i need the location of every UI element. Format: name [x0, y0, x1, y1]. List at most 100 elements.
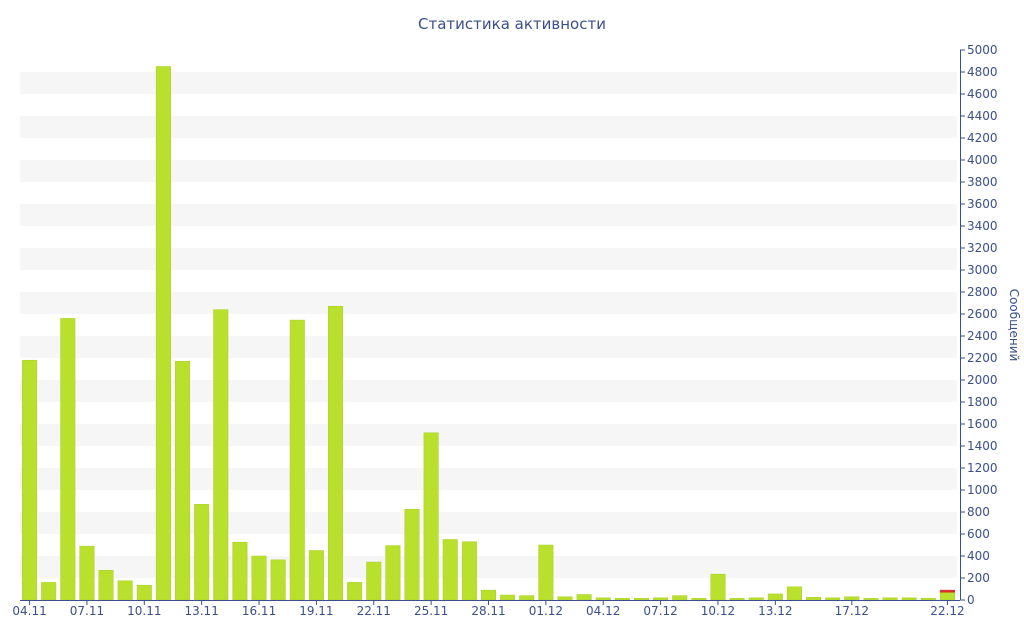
grid-band	[20, 72, 957, 94]
bar	[939, 589, 955, 593]
bar	[41, 582, 57, 601]
bar	[328, 306, 344, 601]
y-tick-label: 1400	[967, 439, 998, 453]
x-tick-label: 17.12	[835, 604, 869, 618]
bar	[901, 597, 917, 601]
bar	[595, 597, 611, 601]
grid-band	[20, 248, 957, 270]
y-tick-label: 3400	[967, 219, 998, 233]
bar	[806, 597, 822, 601]
bar	[423, 432, 439, 601]
y-tick-label: 2200	[967, 351, 998, 365]
bar	[500, 594, 516, 601]
bar	[155, 66, 171, 601]
bar	[863, 598, 879, 601]
bar	[442, 539, 458, 601]
grid-band	[20, 292, 957, 314]
grid-band	[20, 468, 957, 490]
grid-band	[20, 512, 957, 534]
bar	[920, 598, 936, 601]
y-tick-label: 1600	[967, 417, 998, 431]
y-tick-label: 3000	[967, 263, 998, 277]
bar	[194, 504, 210, 601]
bar	[710, 573, 726, 601]
chart-title: Статистика активности	[418, 15, 606, 33]
bar	[22, 359, 38, 601]
bar	[672, 595, 688, 601]
y-tick-label: 3600	[967, 197, 998, 211]
x-tick-label: 07.11	[70, 604, 104, 618]
bar	[117, 580, 133, 601]
bar	[308, 550, 324, 601]
grid-band	[20, 424, 957, 446]
y-tick-label: 4800	[967, 65, 998, 79]
x-tick-label: 04.12	[586, 604, 620, 618]
bar	[232, 542, 248, 601]
bar	[136, 584, 152, 601]
bar	[79, 545, 95, 601]
bar	[213, 309, 229, 601]
bar	[519, 595, 535, 601]
x-tick-label: 28.11	[471, 604, 505, 618]
y-tick-label: 3800	[967, 175, 998, 189]
bar	[729, 598, 745, 601]
x-tick-label: 10.11	[127, 604, 161, 618]
x-tick-label: 19.11	[299, 604, 333, 618]
y-tick-label: 4400	[967, 109, 998, 123]
grid-band	[20, 160, 957, 182]
y-tick-label: 200	[967, 571, 990, 585]
bar	[825, 597, 841, 601]
grid-band	[20, 336, 957, 358]
y-tick-label: 5000	[967, 43, 998, 57]
y-tick-label: 2800	[967, 285, 998, 299]
y-tick-label: 4600	[967, 87, 998, 101]
bar	[633, 598, 649, 601]
y-tick-label: 1200	[967, 461, 998, 475]
y-tick-label: 3200	[967, 241, 998, 255]
bar	[882, 597, 898, 601]
bar	[366, 561, 382, 601]
x-tick-label: 10.12	[701, 604, 735, 618]
bar	[98, 570, 114, 601]
y-tick-label: 0	[967, 593, 975, 607]
bar	[404, 509, 420, 601]
y-tick-label: 1000	[967, 483, 998, 497]
bar	[289, 319, 305, 601]
bar	[175, 361, 191, 601]
bar	[557, 596, 573, 601]
bar	[481, 589, 496, 601]
bar	[653, 597, 669, 601]
x-tick-label: 01.12	[529, 604, 563, 618]
y-tick-label: 800	[967, 505, 990, 519]
bar	[939, 592, 955, 601]
grid-band	[20, 204, 957, 226]
y-tick-label: 1800	[967, 395, 998, 409]
y-tick-label: 400	[967, 549, 990, 563]
bar	[461, 541, 477, 601]
bar	[251, 555, 267, 601]
x-tick-label: 04.11	[12, 604, 46, 618]
y-tick-label: 4000	[967, 153, 998, 167]
bar	[538, 544, 554, 601]
bar	[385, 545, 401, 601]
x-tick-label: 13.11	[184, 604, 218, 618]
y-tick-label: 600	[967, 527, 990, 541]
bar	[576, 594, 592, 601]
grid-band	[20, 116, 957, 138]
x-tick-label: 22.11	[357, 604, 391, 618]
x-tick-label: 13.12	[758, 604, 792, 618]
y-tick-label: 2000	[967, 373, 998, 387]
bar	[786, 586, 802, 601]
y-tick-label: 2600	[967, 307, 998, 321]
bar	[60, 318, 76, 601]
bar	[748, 597, 764, 601]
x-tick-label: 25.11	[414, 604, 448, 618]
bar	[614, 598, 630, 601]
grid-band	[20, 380, 957, 402]
x-tick-label: 22.12	[930, 604, 964, 618]
bar	[767, 593, 783, 601]
y-axis-title: Сообщений	[1007, 289, 1021, 362]
x-tick-label: 16.11	[242, 604, 276, 618]
